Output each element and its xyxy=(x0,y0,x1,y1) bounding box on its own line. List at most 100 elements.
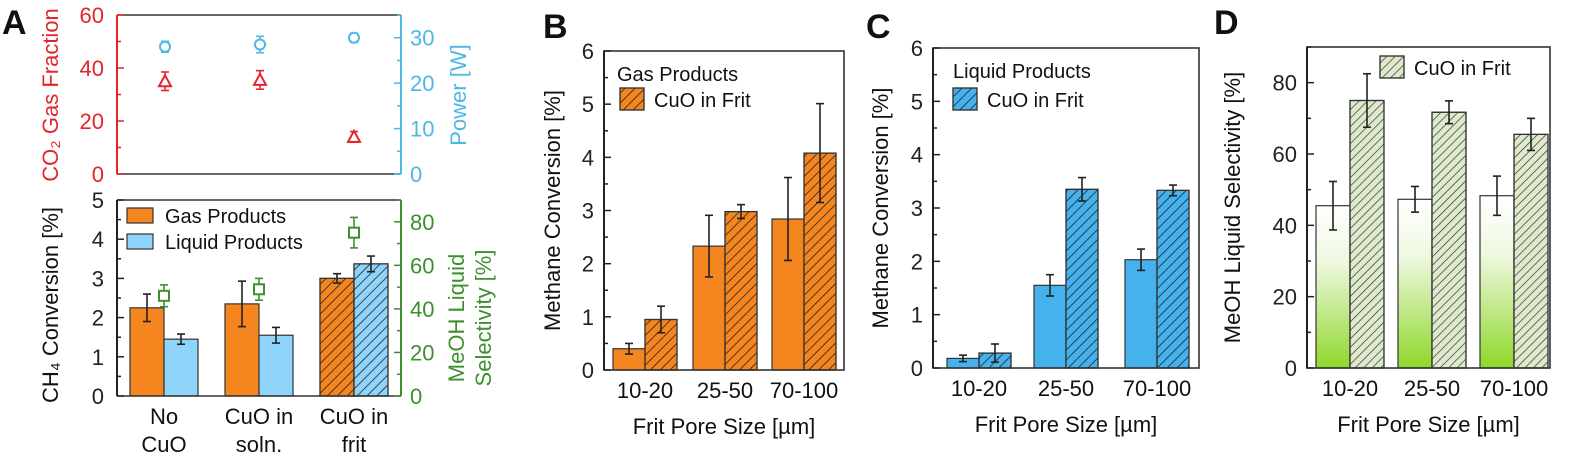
a-top-left-axis-tick-label: 20 xyxy=(80,109,104,134)
a-bottom-category-label: CuO in xyxy=(320,404,388,429)
a-bottom-category-label: No xyxy=(150,404,178,429)
a-top-right-axis-tick-label: 10 xyxy=(410,117,434,142)
a-bottom-category-label: frit xyxy=(342,432,366,457)
c-y-axis-tick-label: 5 xyxy=(911,89,923,114)
d-bar xyxy=(1479,195,1515,369)
panel-label-a: A xyxy=(2,4,27,42)
b-legend-swatch-hatch xyxy=(619,87,645,111)
a-top-right-axis-label: Power [W] xyxy=(446,44,471,145)
c-y-axis-tick-label: 1 xyxy=(911,303,923,328)
b-legend-title: Gas Products xyxy=(617,64,738,86)
c-category-label: 25-50 xyxy=(1038,376,1094,401)
panel-label-d: D xyxy=(1214,4,1239,42)
c-bar xyxy=(1124,259,1158,369)
c-bar-hatched-hatch xyxy=(1065,188,1099,369)
c-y-axis-tick-label: 3 xyxy=(911,196,923,221)
c-y-axis-tick-label: 6 xyxy=(911,36,923,61)
d-bar-hatched-hatch xyxy=(1513,133,1549,369)
b-y-axis-tick-label: 6 xyxy=(582,39,594,64)
a-top-power-point xyxy=(159,40,171,53)
a-bottom-right-axis-tick-label: 20 xyxy=(410,340,434,365)
a-bottom-right-axis-tick-label: 40 xyxy=(410,297,434,322)
legend-swatch-gas xyxy=(126,207,154,224)
d-legend-label: CuO in Frit xyxy=(1414,58,1511,80)
b-category-label: 10-20 xyxy=(617,378,673,403)
a-top-right-axis-tick-label: 0 xyxy=(410,162,422,187)
a-bottom-category-label: soln. xyxy=(236,432,282,457)
c-y-axis-label: Methane Conversion [%] xyxy=(868,88,893,329)
b-y-axis-tick-label: 2 xyxy=(582,252,594,277)
b-y-axis-tick-label: 0 xyxy=(582,358,594,383)
d-category-label: 25-50 xyxy=(1404,376,1460,401)
a-top-co2-point xyxy=(157,73,173,88)
d-bar xyxy=(1397,198,1433,369)
c-bar xyxy=(1033,284,1067,369)
c-bar-hatched-hatch xyxy=(1156,189,1190,369)
d-bar-hatched-hatch xyxy=(1431,111,1467,369)
d-y-axis-tick-label: 80 xyxy=(1273,71,1297,96)
a-bottom-left-axis-tick-label: 4 xyxy=(92,227,104,252)
a-bottom-left-axis-tick-label: 0 xyxy=(92,384,104,409)
a-bottom-category-label: CuO in xyxy=(225,404,293,429)
d-y-axis-label: MeOH Liquid Selectivity [%] xyxy=(1220,72,1245,343)
b-y-axis-tick-label: 1 xyxy=(582,305,594,330)
c-x-axis-label: Frit Pore Size [µm] xyxy=(975,412,1158,437)
a-bottom-right-axis-tick-label: 60 xyxy=(410,253,434,278)
c-y-axis-tick-label: 0 xyxy=(911,356,923,381)
a-bottom-left-axis-label: CH₄ Conversion [%] xyxy=(38,207,63,403)
a-bottom-left-axis-tick-label: 5 xyxy=(92,188,104,213)
a-top-left-axis-label: CO₂ Gas Fraction xyxy=(38,8,63,182)
c-y-axis-tick-label: 2 xyxy=(911,249,923,274)
d-y-axis-tick-label: 60 xyxy=(1273,142,1297,167)
legend-swatch-liquid xyxy=(126,233,154,250)
a-top-power-point xyxy=(348,31,360,44)
a-bottom-left-axis-tick-label: 2 xyxy=(92,306,104,331)
b-category-label: 25-50 xyxy=(697,378,753,403)
legend-label-liquid: Liquid Products xyxy=(165,232,303,254)
b-y-axis-tick-label: 4 xyxy=(582,145,594,170)
a-top-right-axis-tick-label: 20 xyxy=(410,71,434,96)
c-category-label: 10-20 xyxy=(951,376,1007,401)
a-bottom-right-axis-tick-label: 80 xyxy=(410,210,434,235)
c-legend-swatch-hatch xyxy=(952,87,978,111)
a-bottom-bar-liquid xyxy=(163,338,199,397)
b-category-label: 70-100 xyxy=(770,378,839,403)
a-top-power-point xyxy=(254,38,266,51)
a-top-co2-point xyxy=(252,71,268,86)
b-x-axis-label: Frit Pore Size [µm] xyxy=(633,414,816,439)
a-bottom-left-axis-tick-label: 1 xyxy=(92,345,104,370)
b-y-axis-tick-label: 5 xyxy=(582,92,594,117)
b-bar-hatched-hatch xyxy=(724,210,758,371)
a-bottom-selectivity-point xyxy=(253,283,265,296)
c-y-axis-tick-label: 4 xyxy=(911,143,923,168)
d-y-axis-tick-label: 20 xyxy=(1273,285,1297,310)
a-bottom-bar-liquid xyxy=(258,334,294,397)
a-bottom-right-axis-label-line1: MeOH Liquid xyxy=(444,254,469,382)
a-top-left-axis-tick-label: 0 xyxy=(92,162,104,187)
a-bottom-category-label: CuO xyxy=(141,432,186,457)
c-legend-title: Liquid Products xyxy=(953,61,1091,83)
a-bottom-selectivity-point xyxy=(348,226,360,239)
c-category-label: 70-100 xyxy=(1123,376,1192,401)
d-y-axis-tick-label: 40 xyxy=(1273,213,1297,238)
d-category-label: 10-20 xyxy=(1322,376,1378,401)
b-legend-label: CuO in Frit xyxy=(654,90,751,112)
legend-label-gas: Gas Products xyxy=(165,206,286,228)
d-x-axis-label: Frit Pore Size [µm] xyxy=(1337,412,1520,437)
a-bottom-right-axis-tick-label: 0 xyxy=(410,384,422,409)
b-y-axis-tick-label: 3 xyxy=(582,199,594,224)
panel-label-b: B xyxy=(543,8,568,46)
a-bottom-bar-gas-hatch xyxy=(319,277,355,397)
a-top-left-axis-tick-label: 40 xyxy=(80,56,104,81)
d-legend-swatch-hatch xyxy=(1379,55,1405,79)
d-category-label: 70-100 xyxy=(1480,376,1549,401)
a-bottom-left-axis-tick-label: 3 xyxy=(92,266,104,291)
a-top-left-axis-tick-label: 60 xyxy=(80,3,104,28)
c-legend-label: CuO in Frit xyxy=(987,90,1084,112)
a-bottom-selectivity-point xyxy=(158,289,170,302)
b-y-axis-label: Methane Conversion [%] xyxy=(540,90,565,331)
d-y-axis-tick-label: 0 xyxy=(1285,356,1297,381)
a-bottom-bar-liquid-hatch xyxy=(353,263,389,397)
d-bar-hatched-hatch xyxy=(1349,99,1385,369)
